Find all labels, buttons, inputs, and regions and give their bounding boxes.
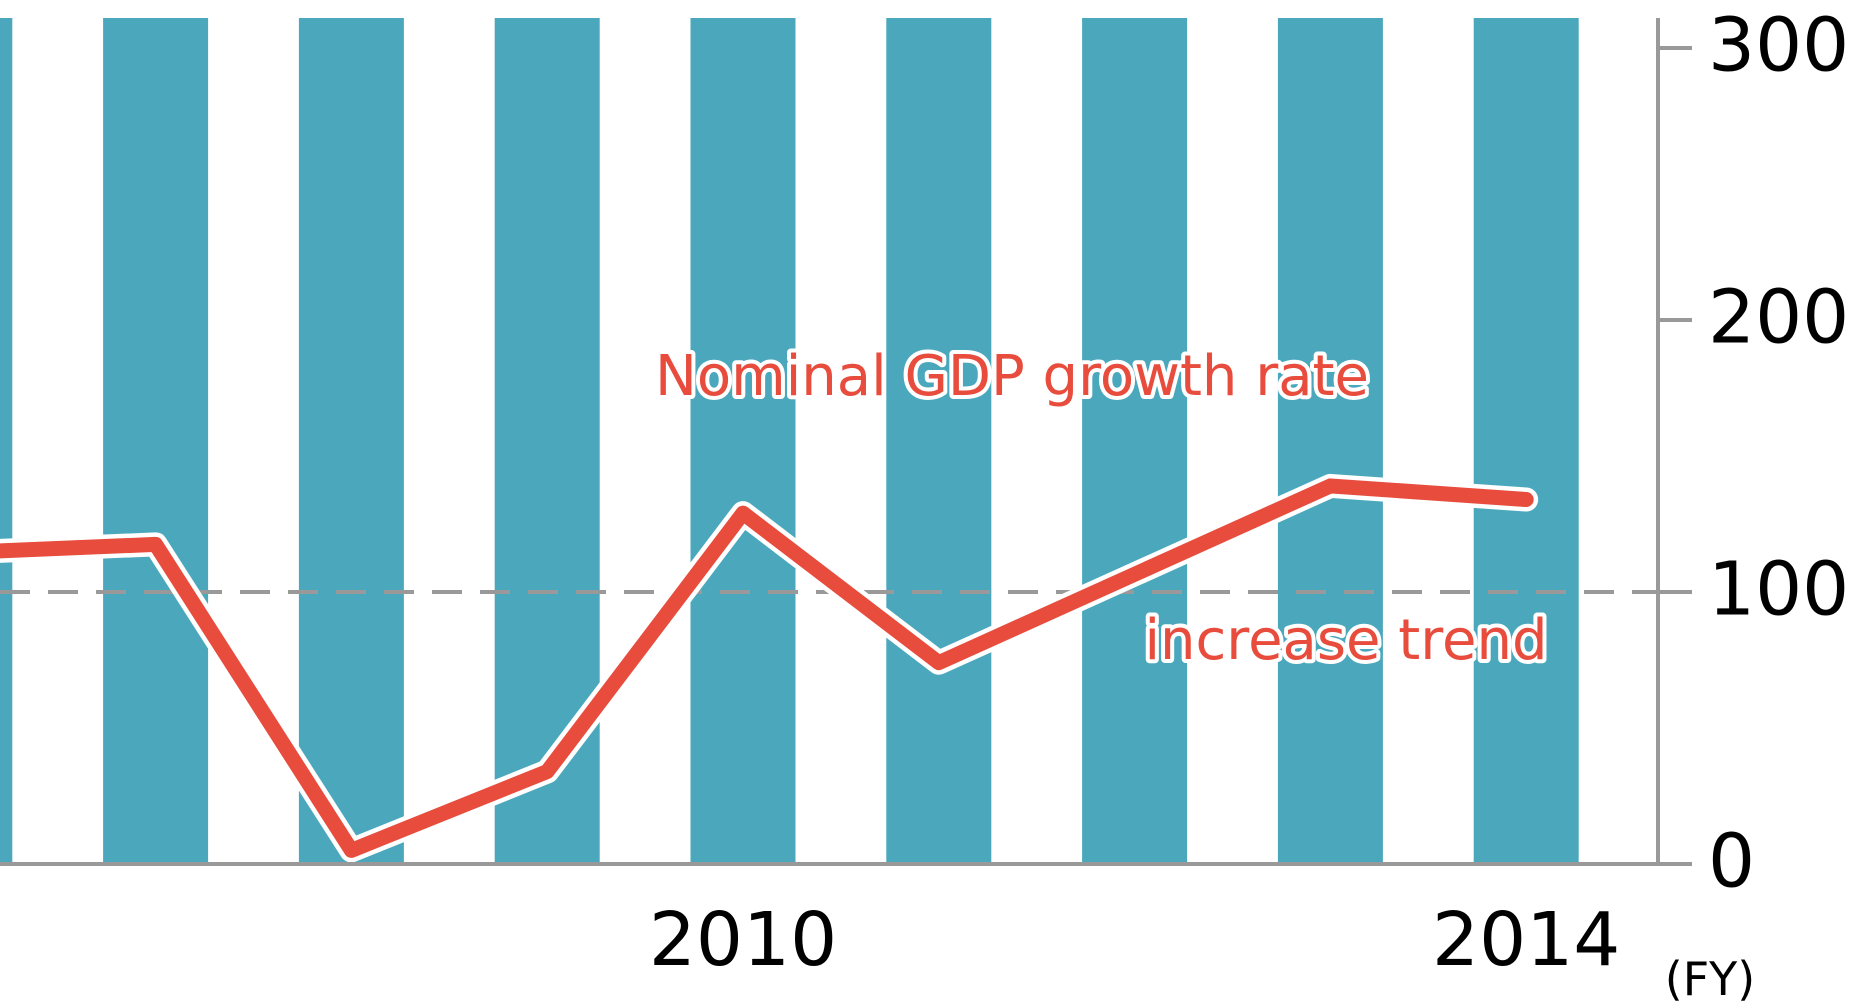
annotation: increase trend [1144, 608, 1547, 673]
bar [298, 18, 404, 864]
bar [103, 18, 209, 864]
line [0, 478, 1534, 858]
bar [0, 18, 13, 864]
y-tick-label: 200 [1708, 275, 1849, 361]
bar [690, 18, 796, 864]
bar [1277, 18, 1383, 864]
bars [0, 18, 1579, 864]
x-axis-label: (FY) [1665, 952, 1755, 1005]
x-tick-label: 2010 [649, 897, 837, 983]
y-tick-label: 0 [1708, 819, 1755, 905]
x-tick-label: 2014 [1432, 897, 1620, 983]
annotation: Nominal GDP growth rate [655, 344, 1369, 409]
bar [1473, 18, 1579, 864]
y-tick-label: 300 [1708, 3, 1849, 89]
y-tick-label: 100 [1708, 547, 1849, 633]
bar [1082, 18, 1188, 864]
bar [886, 18, 992, 864]
line-group [0, 473, 1539, 863]
